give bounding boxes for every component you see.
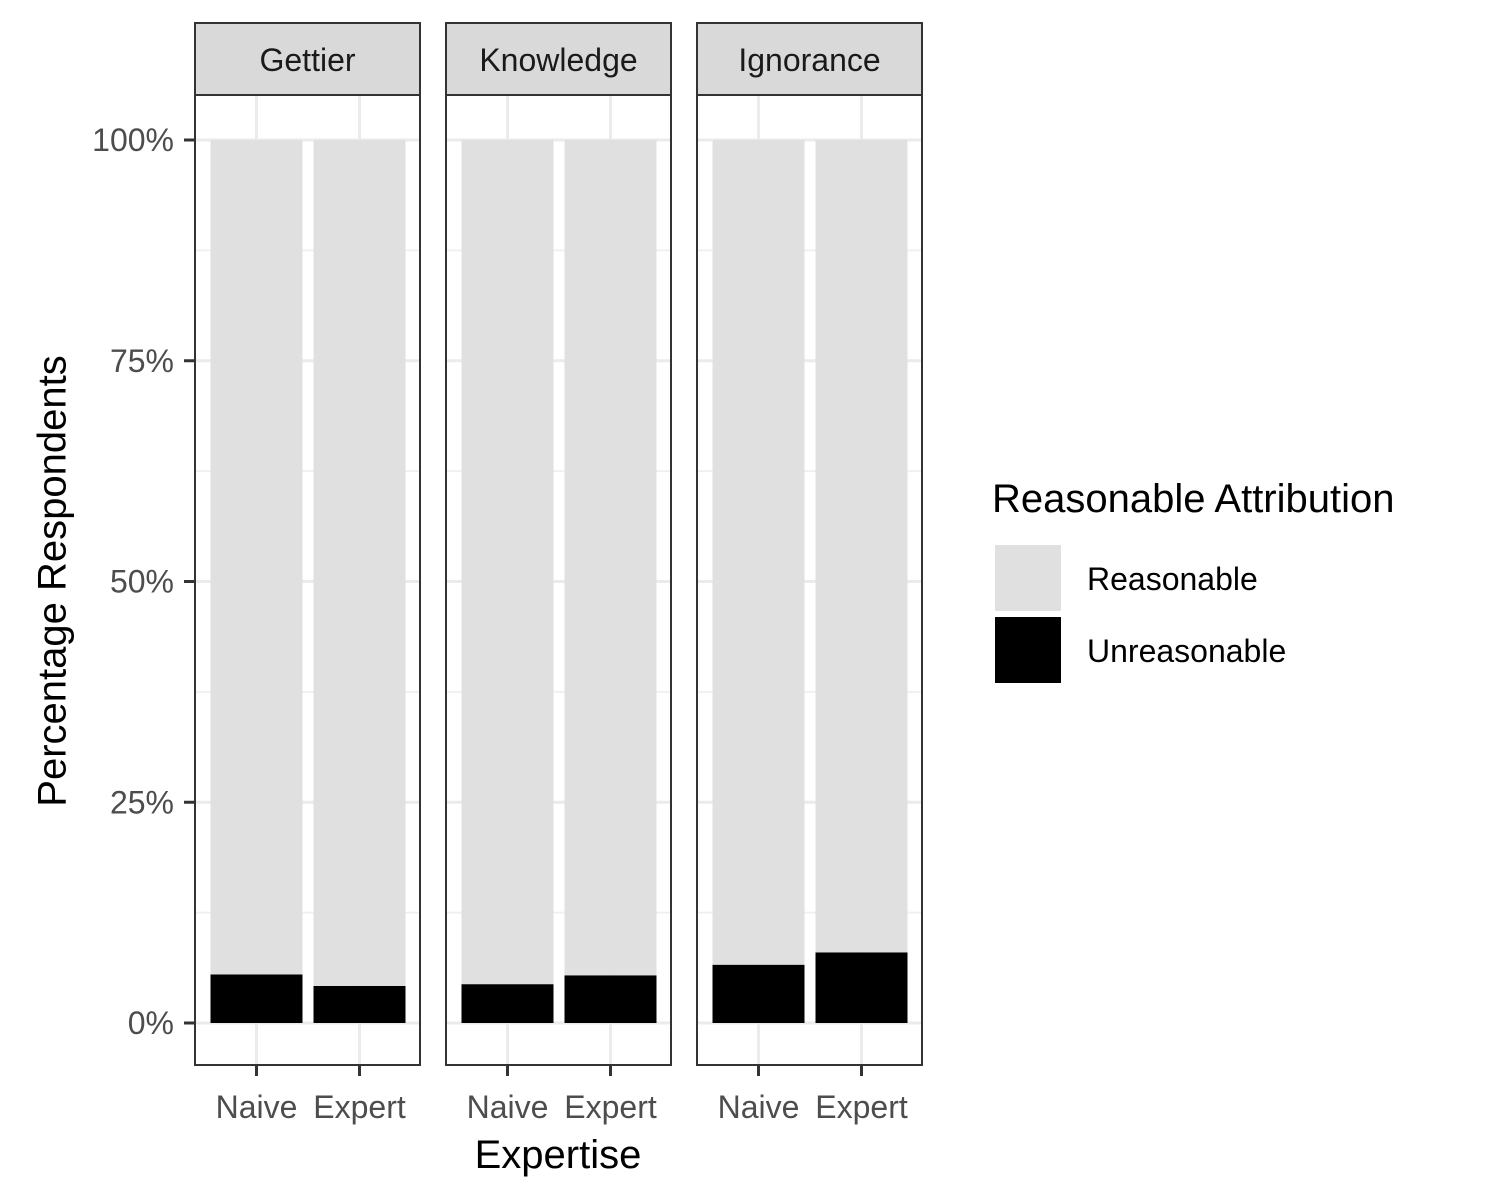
strip-label: Ignorance <box>738 42 880 78</box>
strip-label: Knowledge <box>479 42 637 78</box>
legend-items: Reasonable Unreasonable <box>995 545 1286 683</box>
bar-ignorance-naive-unreasonable <box>712 964 805 1023</box>
legend-label-unreasonable: Unreasonable <box>1087 633 1286 669</box>
bar-gettier-expert-reasonable <box>313 140 406 986</box>
legend-key-unreasonable <box>995 617 1061 683</box>
x-tick-label: Expert <box>564 1089 657 1125</box>
strip-knowledge <box>445 22 672 96</box>
bar-gettier-expert-unreasonable <box>313 985 406 1023</box>
legend-label-reasonable: Reasonable <box>1087 561 1258 597</box>
facet-panel-ignorance: Naive Expert Ignorance <box>696 22 923 1125</box>
y-axis-title: Percentage Respondents <box>31 355 75 806</box>
y-tick-label: 0% <box>128 1005 174 1041</box>
y-tick-label: 75% <box>110 343 174 379</box>
bar-knowledge-expert-reasonable <box>564 140 657 976</box>
bar-knowledge-naive-reasonable <box>461 140 554 985</box>
y-tick-label: 100% <box>92 122 174 158</box>
strip-label: Gettier <box>259 42 355 78</box>
legend-key-reasonable <box>995 545 1061 611</box>
bar-gettier-naive-unreasonable <box>210 974 303 1023</box>
facet-panel-gettier: Naive Expert Gettier <box>194 22 421 1125</box>
bar-ignorance-expert-reasonable <box>815 140 908 953</box>
y-axis: 0% 25% 50% 75% 100% <box>92 122 195 1041</box>
facet-panel-knowledge: Naive Expert Knowledge <box>445 22 672 1125</box>
bar-knowledge-naive-unreasonable <box>461 984 554 1023</box>
legend-title: Reasonable Attribution <box>992 477 1395 521</box>
bar-ignorance-naive-reasonable <box>712 140 805 965</box>
strip-gettier <box>194 22 421 96</box>
x-tick-label: Naive <box>216 1089 298 1125</box>
legend: Reasonable Attribution Reasonable Unreaso… <box>992 477 1395 683</box>
strip-ignorance <box>696 22 923 96</box>
x-tick-label: Expert <box>313 1089 406 1125</box>
x-tick-label: Naive <box>467 1089 549 1125</box>
bar-knowledge-expert-unreasonable <box>564 975 657 1023</box>
y-tick-label: 50% <box>110 564 174 600</box>
x-tick-label: Expert <box>815 1089 908 1125</box>
y-tick-label: 25% <box>110 784 174 820</box>
bar-ignorance-expert-unreasonable <box>815 952 908 1023</box>
bar-gettier-naive-reasonable <box>210 140 303 975</box>
x-axis-title: Expertise <box>475 1133 642 1177</box>
x-tick-label: Naive <box>718 1089 800 1125</box>
